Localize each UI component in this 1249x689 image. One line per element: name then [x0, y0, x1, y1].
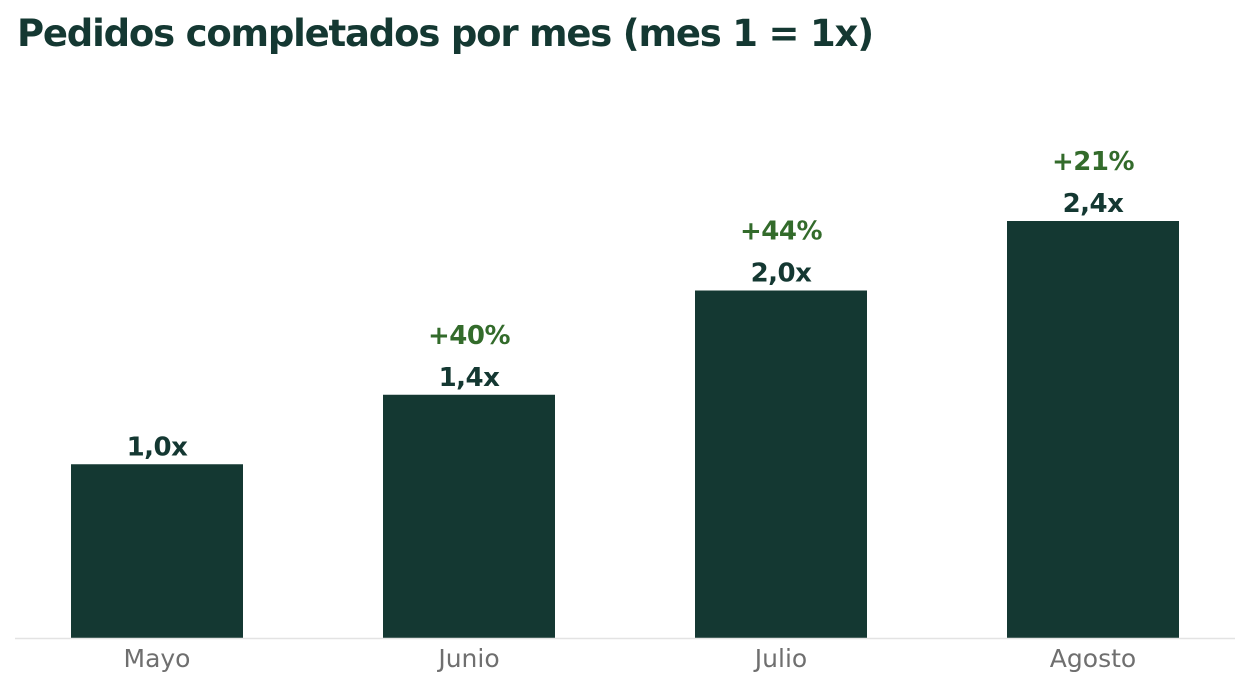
change-label-junio: +40%	[428, 321, 510, 351]
category-label-agosto: Agosto	[1050, 644, 1136, 673]
bar-junio	[383, 394, 555, 638]
value-label-julio: 2,0x	[751, 259, 813, 289]
category-label-junio: Junio	[436, 644, 499, 673]
bar-mayo	[71, 464, 243, 638]
value-label-agosto: 2,4x	[1063, 189, 1125, 219]
chart-title: Pedidos completados por mes (mes 1 = 1x)	[17, 12, 874, 55]
bar-agosto	[1007, 221, 1179, 638]
value-label-mayo: 1,0x	[127, 432, 189, 462]
bars-layer	[71, 221, 1179, 638]
category-label-mayo: Mayo	[124, 644, 191, 673]
category-label-julio: Julio	[753, 644, 807, 673]
value-label-junio: 1,4x	[439, 363, 501, 393]
change-label-julio: +44%	[740, 217, 822, 247]
labels-layer: 1,0x Mayo 1,4x +40% Junio 2,0x +44% Julio 2,4x +2…	[124, 147, 1137, 673]
bar-julio	[695, 290, 867, 638]
change-label-agosto: +21%	[1052, 147, 1134, 177]
